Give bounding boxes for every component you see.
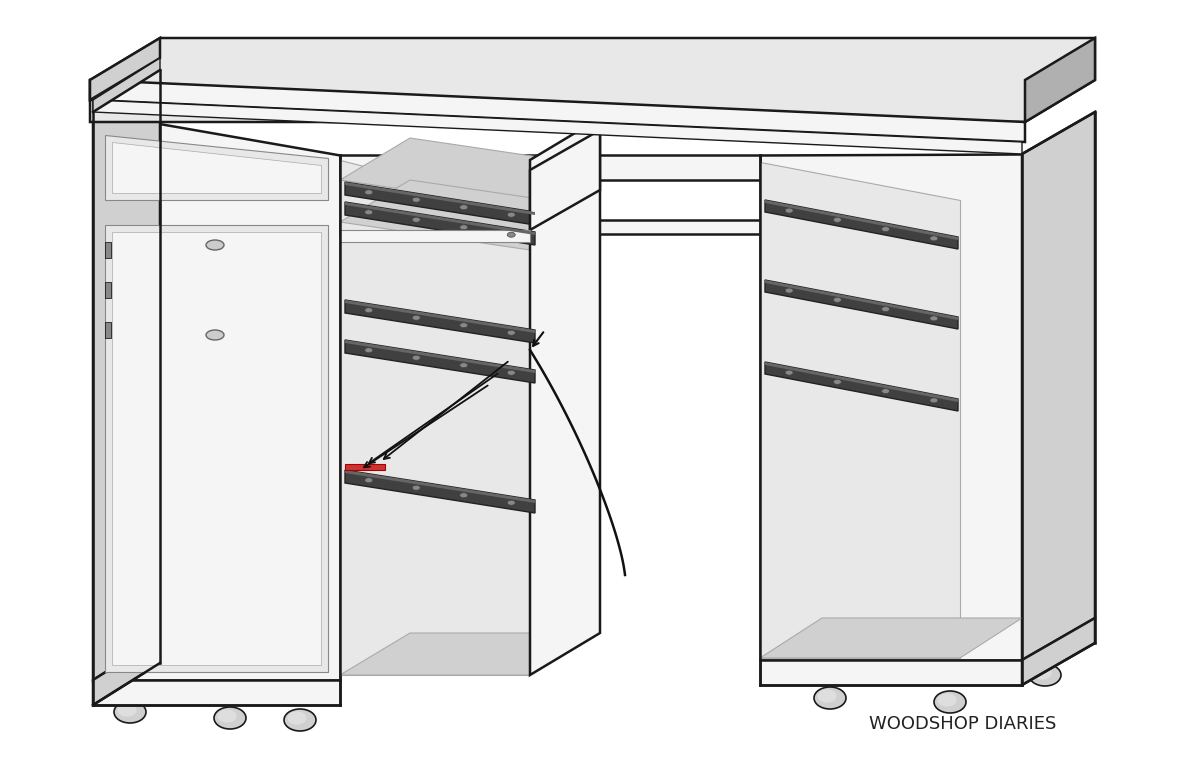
Polygon shape [346,202,535,245]
Polygon shape [340,155,760,180]
Polygon shape [340,138,600,208]
Polygon shape [766,362,958,411]
Ellipse shape [206,330,224,340]
Ellipse shape [785,208,793,213]
Ellipse shape [460,493,468,498]
Ellipse shape [284,709,316,731]
Ellipse shape [508,500,515,505]
Polygon shape [1025,38,1096,122]
Polygon shape [346,182,535,215]
Polygon shape [94,112,340,680]
Polygon shape [1022,618,1096,685]
Polygon shape [94,100,1022,154]
Ellipse shape [460,323,468,328]
Ellipse shape [413,197,420,202]
Text: WOODSHOP DIARIES: WOODSHOP DIARIES [869,715,1056,733]
Polygon shape [346,340,535,373]
Ellipse shape [413,485,420,491]
Ellipse shape [882,227,889,232]
Ellipse shape [508,330,515,335]
Ellipse shape [214,707,246,729]
Ellipse shape [882,388,889,394]
Polygon shape [346,300,535,343]
Ellipse shape [508,370,515,375]
Ellipse shape [413,315,420,321]
Polygon shape [346,340,535,383]
Polygon shape [90,38,160,100]
Ellipse shape [460,225,468,230]
Polygon shape [760,618,1022,658]
Ellipse shape [785,370,793,375]
Polygon shape [766,362,958,402]
Polygon shape [90,38,1096,122]
Ellipse shape [814,687,846,709]
Ellipse shape [930,316,938,321]
Polygon shape [760,154,1022,660]
Ellipse shape [833,297,841,303]
Polygon shape [94,58,160,112]
Ellipse shape [288,711,307,725]
Polygon shape [760,660,1022,685]
Polygon shape [106,135,328,200]
Ellipse shape [118,704,137,717]
Ellipse shape [508,232,515,237]
Polygon shape [90,80,1025,142]
Polygon shape [760,162,960,658]
Ellipse shape [365,210,373,215]
Bar [106,242,112,258]
Polygon shape [530,130,600,230]
Polygon shape [766,200,958,249]
Polygon shape [94,680,340,705]
Polygon shape [340,633,600,675]
Polygon shape [766,280,958,329]
Bar [106,282,112,298]
Ellipse shape [934,691,966,713]
Ellipse shape [365,348,373,353]
Ellipse shape [833,379,841,385]
Ellipse shape [460,363,468,367]
Ellipse shape [508,212,515,218]
Polygon shape [340,160,530,675]
Polygon shape [106,225,328,672]
Ellipse shape [206,240,224,250]
Ellipse shape [930,398,938,403]
Polygon shape [1022,112,1096,660]
Polygon shape [346,464,385,470]
Polygon shape [346,182,535,225]
Polygon shape [94,638,160,705]
Ellipse shape [365,308,373,313]
Ellipse shape [413,355,420,360]
Ellipse shape [413,218,420,222]
Bar [106,322,112,338]
Polygon shape [766,200,958,240]
Polygon shape [112,232,322,665]
Polygon shape [340,220,760,234]
Ellipse shape [937,693,956,707]
Polygon shape [112,142,322,193]
Ellipse shape [114,701,146,723]
Ellipse shape [217,709,236,722]
Ellipse shape [930,236,938,241]
Ellipse shape [833,218,841,222]
Ellipse shape [460,204,468,210]
Ellipse shape [365,190,373,195]
Polygon shape [340,180,600,250]
Ellipse shape [365,477,373,483]
Ellipse shape [1032,666,1051,679]
Ellipse shape [882,307,889,312]
Polygon shape [346,470,535,503]
Polygon shape [530,118,600,675]
Polygon shape [346,300,535,333]
Polygon shape [766,280,958,320]
Polygon shape [340,230,530,242]
Polygon shape [346,202,535,235]
Polygon shape [94,70,160,680]
Ellipse shape [785,288,793,293]
Ellipse shape [817,690,836,703]
Polygon shape [346,470,535,513]
Ellipse shape [1030,664,1061,686]
